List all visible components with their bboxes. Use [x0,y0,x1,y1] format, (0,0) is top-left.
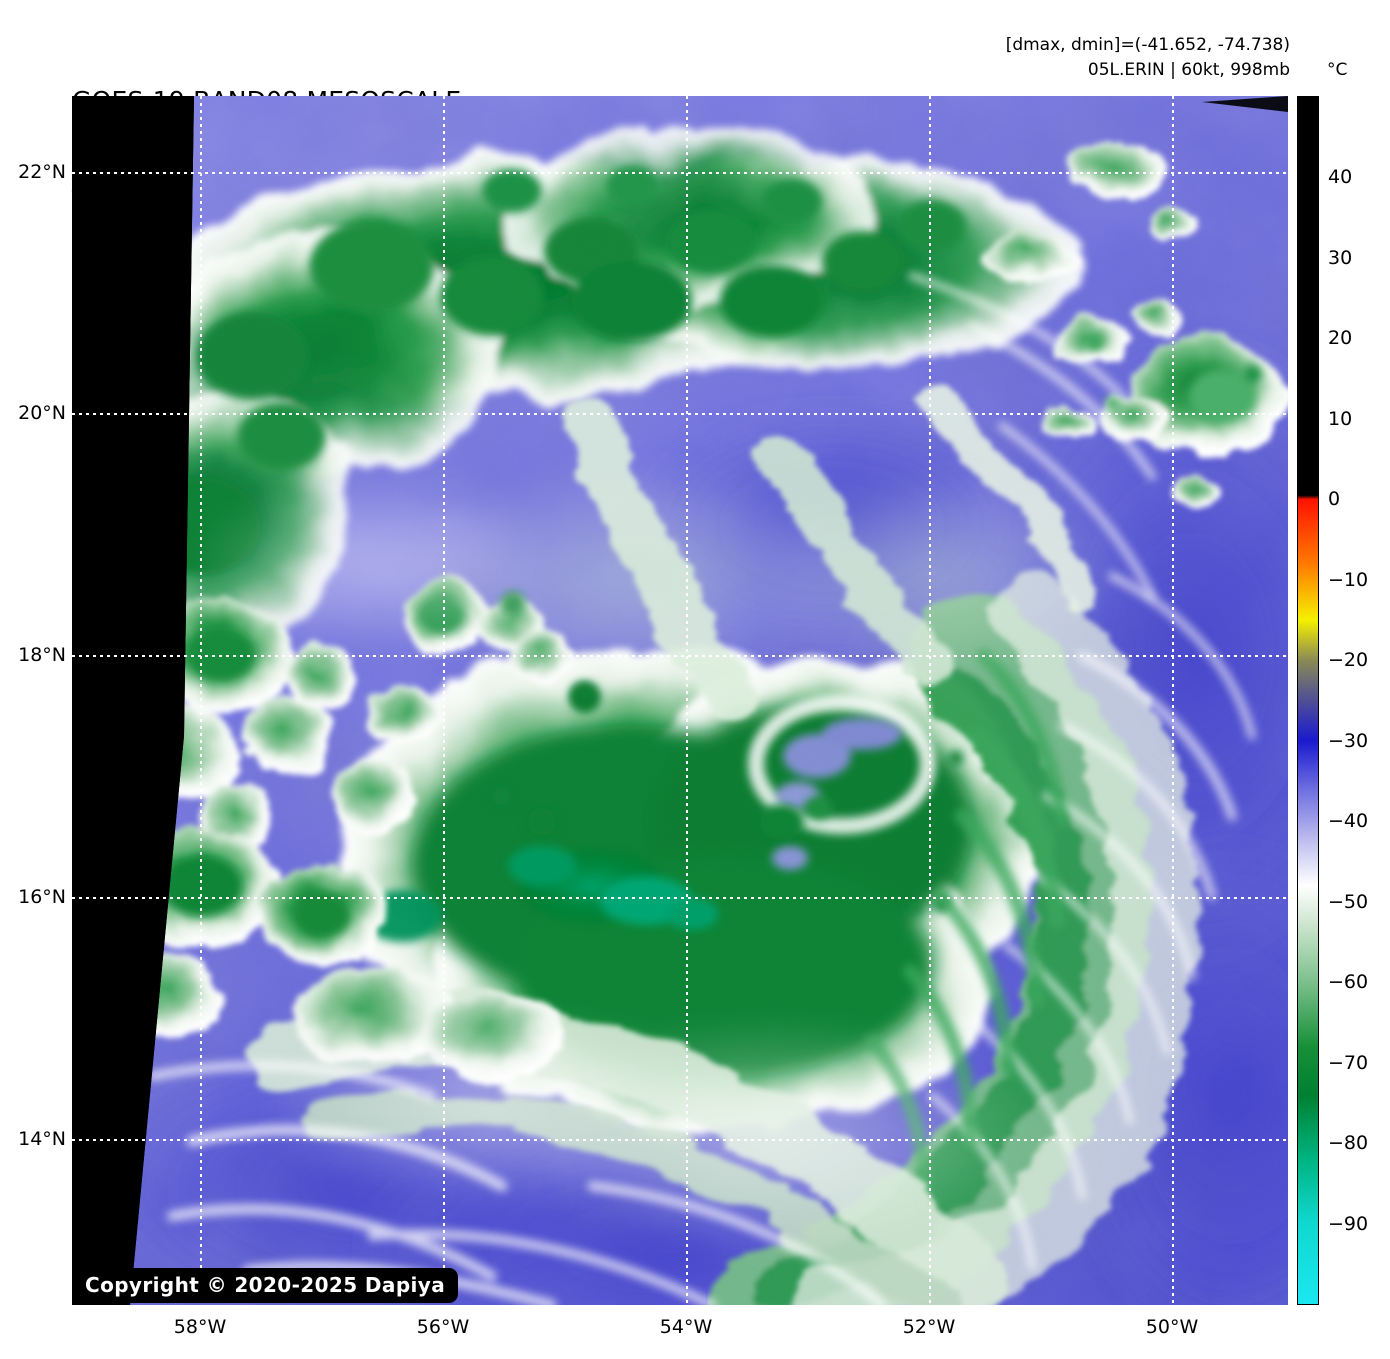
ytick-label: 18°N [18,644,66,666]
colorbar-unit-label: °C [1327,60,1348,80]
colorbar[interactable] [1297,96,1319,1305]
satellite-image-plot[interactable] [72,96,1288,1305]
xtick-label: 56°W [416,1316,470,1338]
header-metadata: [dmax, dmin]=(-41.652, -74.738) 05L.ERIN… [1006,33,1290,83]
colorbar-tick: −30 [1328,730,1369,752]
dmax-dmin-readout: [dmax, dmin]=(-41.652, -74.738) [1005,35,1290,55]
colorbar-tick: −90 [1328,1213,1369,1235]
colorbar-tick: 0 [1328,488,1341,510]
colorbar-tick: −60 [1328,971,1369,993]
ytick-label: 20°N [18,402,66,424]
colorbar-tick: −20 [1328,649,1369,671]
ytick-label: 22°N [18,161,66,183]
colorbar-tick: 10 [1328,408,1353,430]
xtick-label: 58°W [173,1316,227,1338]
xtick-label: 54°W [659,1316,713,1338]
colorbar-tick: 30 [1328,247,1353,269]
xtick-label: 52°W [902,1316,956,1338]
ytick-label: 14°N [18,1128,66,1150]
colorbar-tick: −10 [1328,569,1369,591]
colorbar-tick: 20 [1328,327,1353,349]
satellite-raster [72,96,1288,1305]
xtick-label: 50°W [1145,1316,1199,1338]
colorbar-tick: −40 [1328,810,1369,832]
colorbar-tick: −80 [1328,1132,1369,1154]
storm-info: 05L.ERIN | 60kt, 998mb [1087,60,1290,80]
ytick-label: 16°N [18,886,66,908]
colorbar-tick: −70 [1328,1052,1369,1074]
colorbar-tick: −50 [1328,891,1369,913]
colorbar-tick: 40 [1328,166,1353,188]
copyright-badge: Copyright © 2020-2025 Dapiya [72,1268,459,1303]
